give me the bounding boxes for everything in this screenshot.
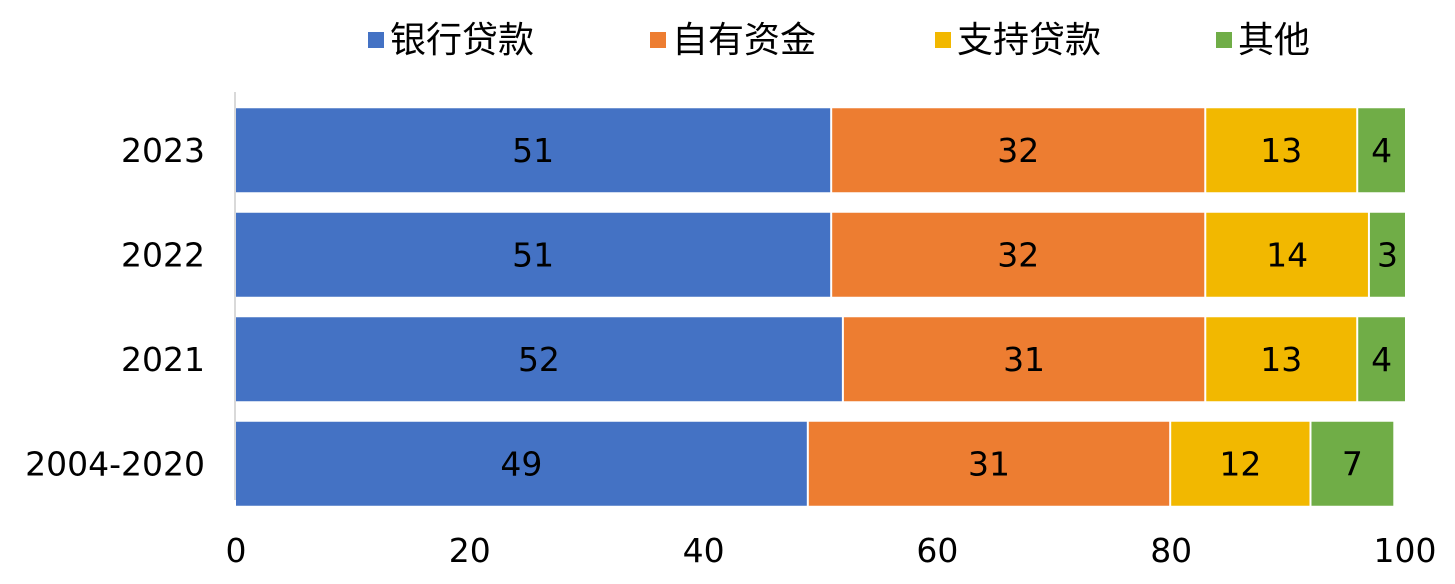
x-tick-label: 0: [226, 531, 247, 570]
legend-item[interactable]: 银行贷款: [368, 20, 534, 61]
bar-segment[interactable]: [1206, 212, 1368, 297]
bar-data-label: 49: [500, 444, 542, 483]
x-tick-label: 60: [916, 531, 958, 570]
bars: [236, 108, 1405, 506]
legend-swatch: [650, 32, 666, 48]
bar-segment[interactable]: [808, 421, 1170, 506]
legend-swatch: [368, 32, 384, 48]
bar-data-label: 31: [1003, 340, 1045, 379]
bar-segment[interactable]: [1358, 317, 1405, 402]
bar-segment[interactable]: [1358, 108, 1405, 193]
bar-segment[interactable]: [1171, 421, 1310, 506]
bar-segment[interactable]: [1311, 421, 1394, 506]
legend-label: 支持贷款: [957, 20, 1101, 61]
legend-label: 其他: [1238, 20, 1310, 61]
bar-data-label: 14: [1266, 235, 1308, 274]
bar-data-label: 4: [1371, 340, 1392, 379]
legend-label: 自有资金: [672, 20, 816, 61]
bar-segment[interactable]: [236, 108, 831, 193]
bar-segment[interactable]: [236, 212, 831, 297]
bar-segment[interactable]: [832, 108, 1205, 193]
legend-item[interactable]: 支持贷款: [935, 20, 1101, 61]
bar-data-label: 31: [968, 444, 1010, 483]
y-category-label: 2023: [121, 131, 205, 170]
legend-label: 银行贷款: [390, 20, 534, 61]
bar-data-label: 12: [1219, 444, 1261, 483]
bar-data-label: 32: [997, 131, 1039, 170]
y-category-label: 2004-2020: [25, 444, 205, 483]
axes: 0 20 40 60 80 100 2023 2022 2021 2004-2020: [25, 92, 1437, 570]
bar-segment[interactable]: [1206, 317, 1357, 402]
bar-segment[interactable]: [843, 317, 1205, 402]
bar-data-label: 51: [512, 131, 554, 170]
bar-segment[interactable]: [1369, 212, 1405, 297]
legend: 银行贷款 自有资金 支持贷款 其他: [368, 20, 1310, 61]
bar-segment[interactable]: [832, 212, 1205, 297]
bar-data-label: 4: [1371, 131, 1392, 170]
bar-data-label: 52: [518, 340, 560, 379]
bar-data-label: 7: [1342, 444, 1363, 483]
y-category-label: 2021: [121, 340, 205, 379]
bar-data-label: 13: [1260, 131, 1302, 170]
legend-swatch: [935, 32, 951, 48]
legend-item[interactable]: 其他: [1216, 20, 1310, 61]
legend-swatch: [1216, 32, 1232, 48]
bar-data-label: 13: [1260, 340, 1302, 379]
x-tick-label: 100: [1374, 531, 1437, 570]
bar-data-label: 3: [1377, 235, 1398, 274]
bar-segment[interactable]: [236, 421, 807, 506]
y-category-label: 2022: [121, 235, 205, 274]
legend-item[interactable]: 自有资金: [650, 20, 816, 61]
x-tick-label: 40: [683, 531, 725, 570]
data-labels: 51 32 13 4 51 32 14 3 52 31 13 4 49 31 12 7: [500, 131, 1398, 484]
x-tick-label: 20: [449, 531, 491, 570]
bar-segment[interactable]: [1206, 108, 1357, 193]
x-tick-label: 80: [1150, 531, 1192, 570]
bar-segment[interactable]: [236, 317, 842, 402]
bar-data-label: 51: [512, 235, 554, 274]
bar-data-label: 32: [997, 235, 1039, 274]
